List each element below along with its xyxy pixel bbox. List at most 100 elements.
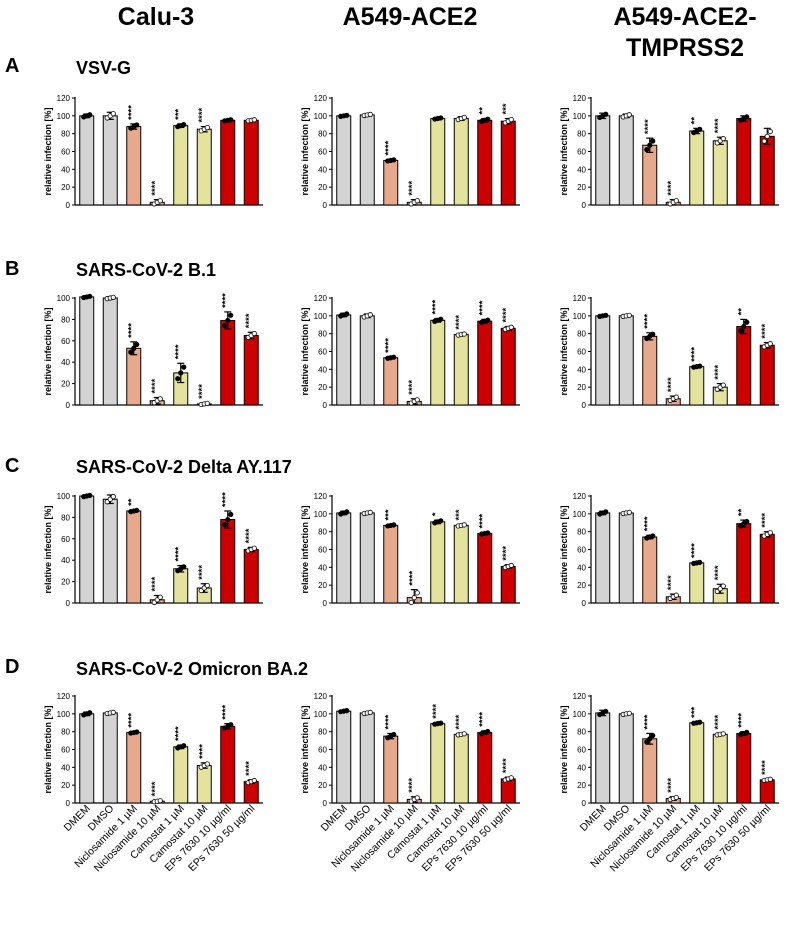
- significance-label: ****: [197, 384, 208, 399]
- bar-c-1-4: [430, 521, 446, 604]
- data-point: [128, 349, 134, 355]
- y-tick-label: 100: [57, 112, 71, 121]
- data-point: [626, 112, 632, 118]
- significance-label: **: [478, 107, 489, 115]
- y-tick-label: 120: [314, 492, 328, 501]
- significance-label: ****: [150, 781, 161, 796]
- bar-d-2-1: [618, 713, 634, 804]
- data-point: [251, 777, 257, 784]
- data-point: [414, 795, 420, 801]
- bar-d-0-2: [126, 732, 142, 804]
- data-point: [344, 708, 350, 714]
- bar-a-0-7: [243, 119, 259, 206]
- y-tick-label: 80: [577, 330, 586, 339]
- bar-c-0-7: [243, 549, 259, 604]
- bar-c-1-0: [336, 512, 352, 604]
- column-title-a549-ace2-tmprss2: A549-ACE2- TMPRSS2: [613, 3, 757, 62]
- data-point: [626, 509, 632, 516]
- bar-c-2-2: [642, 536, 658, 604]
- y-tick-label: 20: [318, 781, 327, 790]
- bar-a-2-0: [595, 115, 611, 206]
- y-tick-label: 100: [57, 710, 71, 719]
- bar-c-1-2: [383, 524, 399, 604]
- significance-label: ****: [197, 744, 208, 759]
- bar-d-2-2: [642, 738, 658, 804]
- y-tick-label: 20: [61, 578, 70, 587]
- bar-a-0-4: [173, 125, 189, 206]
- data-point: [181, 564, 187, 570]
- data-point: [87, 112, 93, 118]
- significance-label: ****: [150, 378, 161, 393]
- bar-d-0-6: [220, 725, 236, 804]
- bar-b-2-4: [689, 366, 705, 406]
- y-tick-label: 40: [318, 563, 327, 572]
- y-axis-title: relative infection [%]: [43, 107, 53, 195]
- data-point: [673, 592, 679, 598]
- y-tick-label: 0: [323, 401, 328, 410]
- y-axis-title: relative infection [%]: [300, 107, 310, 195]
- data-point: [461, 331, 467, 337]
- data-point: [391, 731, 397, 738]
- data-point: [367, 509, 373, 516]
- data-point: [134, 729, 140, 735]
- data-point: [344, 509, 350, 515]
- bar-b-0-7: [243, 334, 259, 406]
- data-point: [697, 363, 703, 369]
- panel-title-d: SARS-CoV-2 Omicron BA.2: [76, 659, 309, 679]
- bar-c-1-6: [477, 532, 493, 604]
- y-axis-title: relative infection [%]: [300, 705, 310, 793]
- significance-label: ****: [197, 107, 208, 122]
- y-tick-label: 80: [318, 728, 327, 737]
- data-point: [414, 198, 420, 204]
- y-tick-label: 60: [577, 148, 586, 157]
- significance-label: ****: [760, 760, 771, 775]
- data-point: [767, 341, 773, 347]
- significance-label: ***: [384, 509, 395, 520]
- significance-label: ****: [713, 365, 724, 380]
- y-tick-label: 60: [318, 746, 327, 755]
- significance-label: ****: [407, 380, 418, 395]
- y-tick-label: 100: [314, 312, 328, 321]
- data-point: [508, 562, 514, 568]
- data-point: [697, 719, 703, 725]
- y-tick-label: 40: [577, 365, 586, 374]
- bar-b-1-1: [359, 315, 375, 406]
- y-tick-label: 40: [61, 556, 70, 565]
- data-point: [391, 157, 397, 163]
- y-tick-label: 0: [582, 401, 587, 410]
- significance-label: **: [737, 308, 748, 316]
- significance-label: ****: [690, 347, 701, 362]
- significance-label: ****: [454, 315, 465, 330]
- significance-label: ****: [666, 377, 677, 392]
- bar-a-2-5: [712, 140, 728, 206]
- bar-c-2-0: [595, 512, 611, 604]
- data-point: [181, 743, 187, 749]
- panel-letter-b: B: [5, 258, 20, 280]
- y-tick-label: 0: [323, 599, 328, 608]
- significance-label: **: [737, 508, 748, 516]
- data-point: [181, 364, 187, 370]
- panel-title-b: SARS-CoV-2 B.1: [76, 260, 217, 280]
- data-point: [508, 324, 514, 330]
- significance-label: ****: [666, 575, 677, 590]
- bar-b-1-7: [500, 327, 516, 406]
- y-tick-label: 100: [57, 492, 71, 501]
- bar-a-1-6: [477, 119, 493, 206]
- significance-label: ****: [760, 513, 771, 528]
- y-tick-label: 120: [573, 692, 587, 701]
- y-axis-title: relative infection [%]: [559, 307, 569, 395]
- significance-label: ***: [174, 108, 185, 119]
- data-point: [650, 331, 656, 337]
- significance-label: **: [127, 498, 138, 506]
- significance-label: ****: [501, 758, 512, 773]
- y-tick-label: 100: [573, 112, 587, 121]
- significance-label: ****: [478, 300, 489, 315]
- data-point: [673, 394, 679, 400]
- data-point: [225, 317, 231, 324]
- bar-d-0-1: [102, 712, 118, 804]
- y-tick-label: 120: [314, 692, 328, 701]
- data-point: [157, 798, 163, 804]
- bar-c-1-5: [453, 524, 469, 604]
- y-tick-label: 80: [577, 130, 586, 139]
